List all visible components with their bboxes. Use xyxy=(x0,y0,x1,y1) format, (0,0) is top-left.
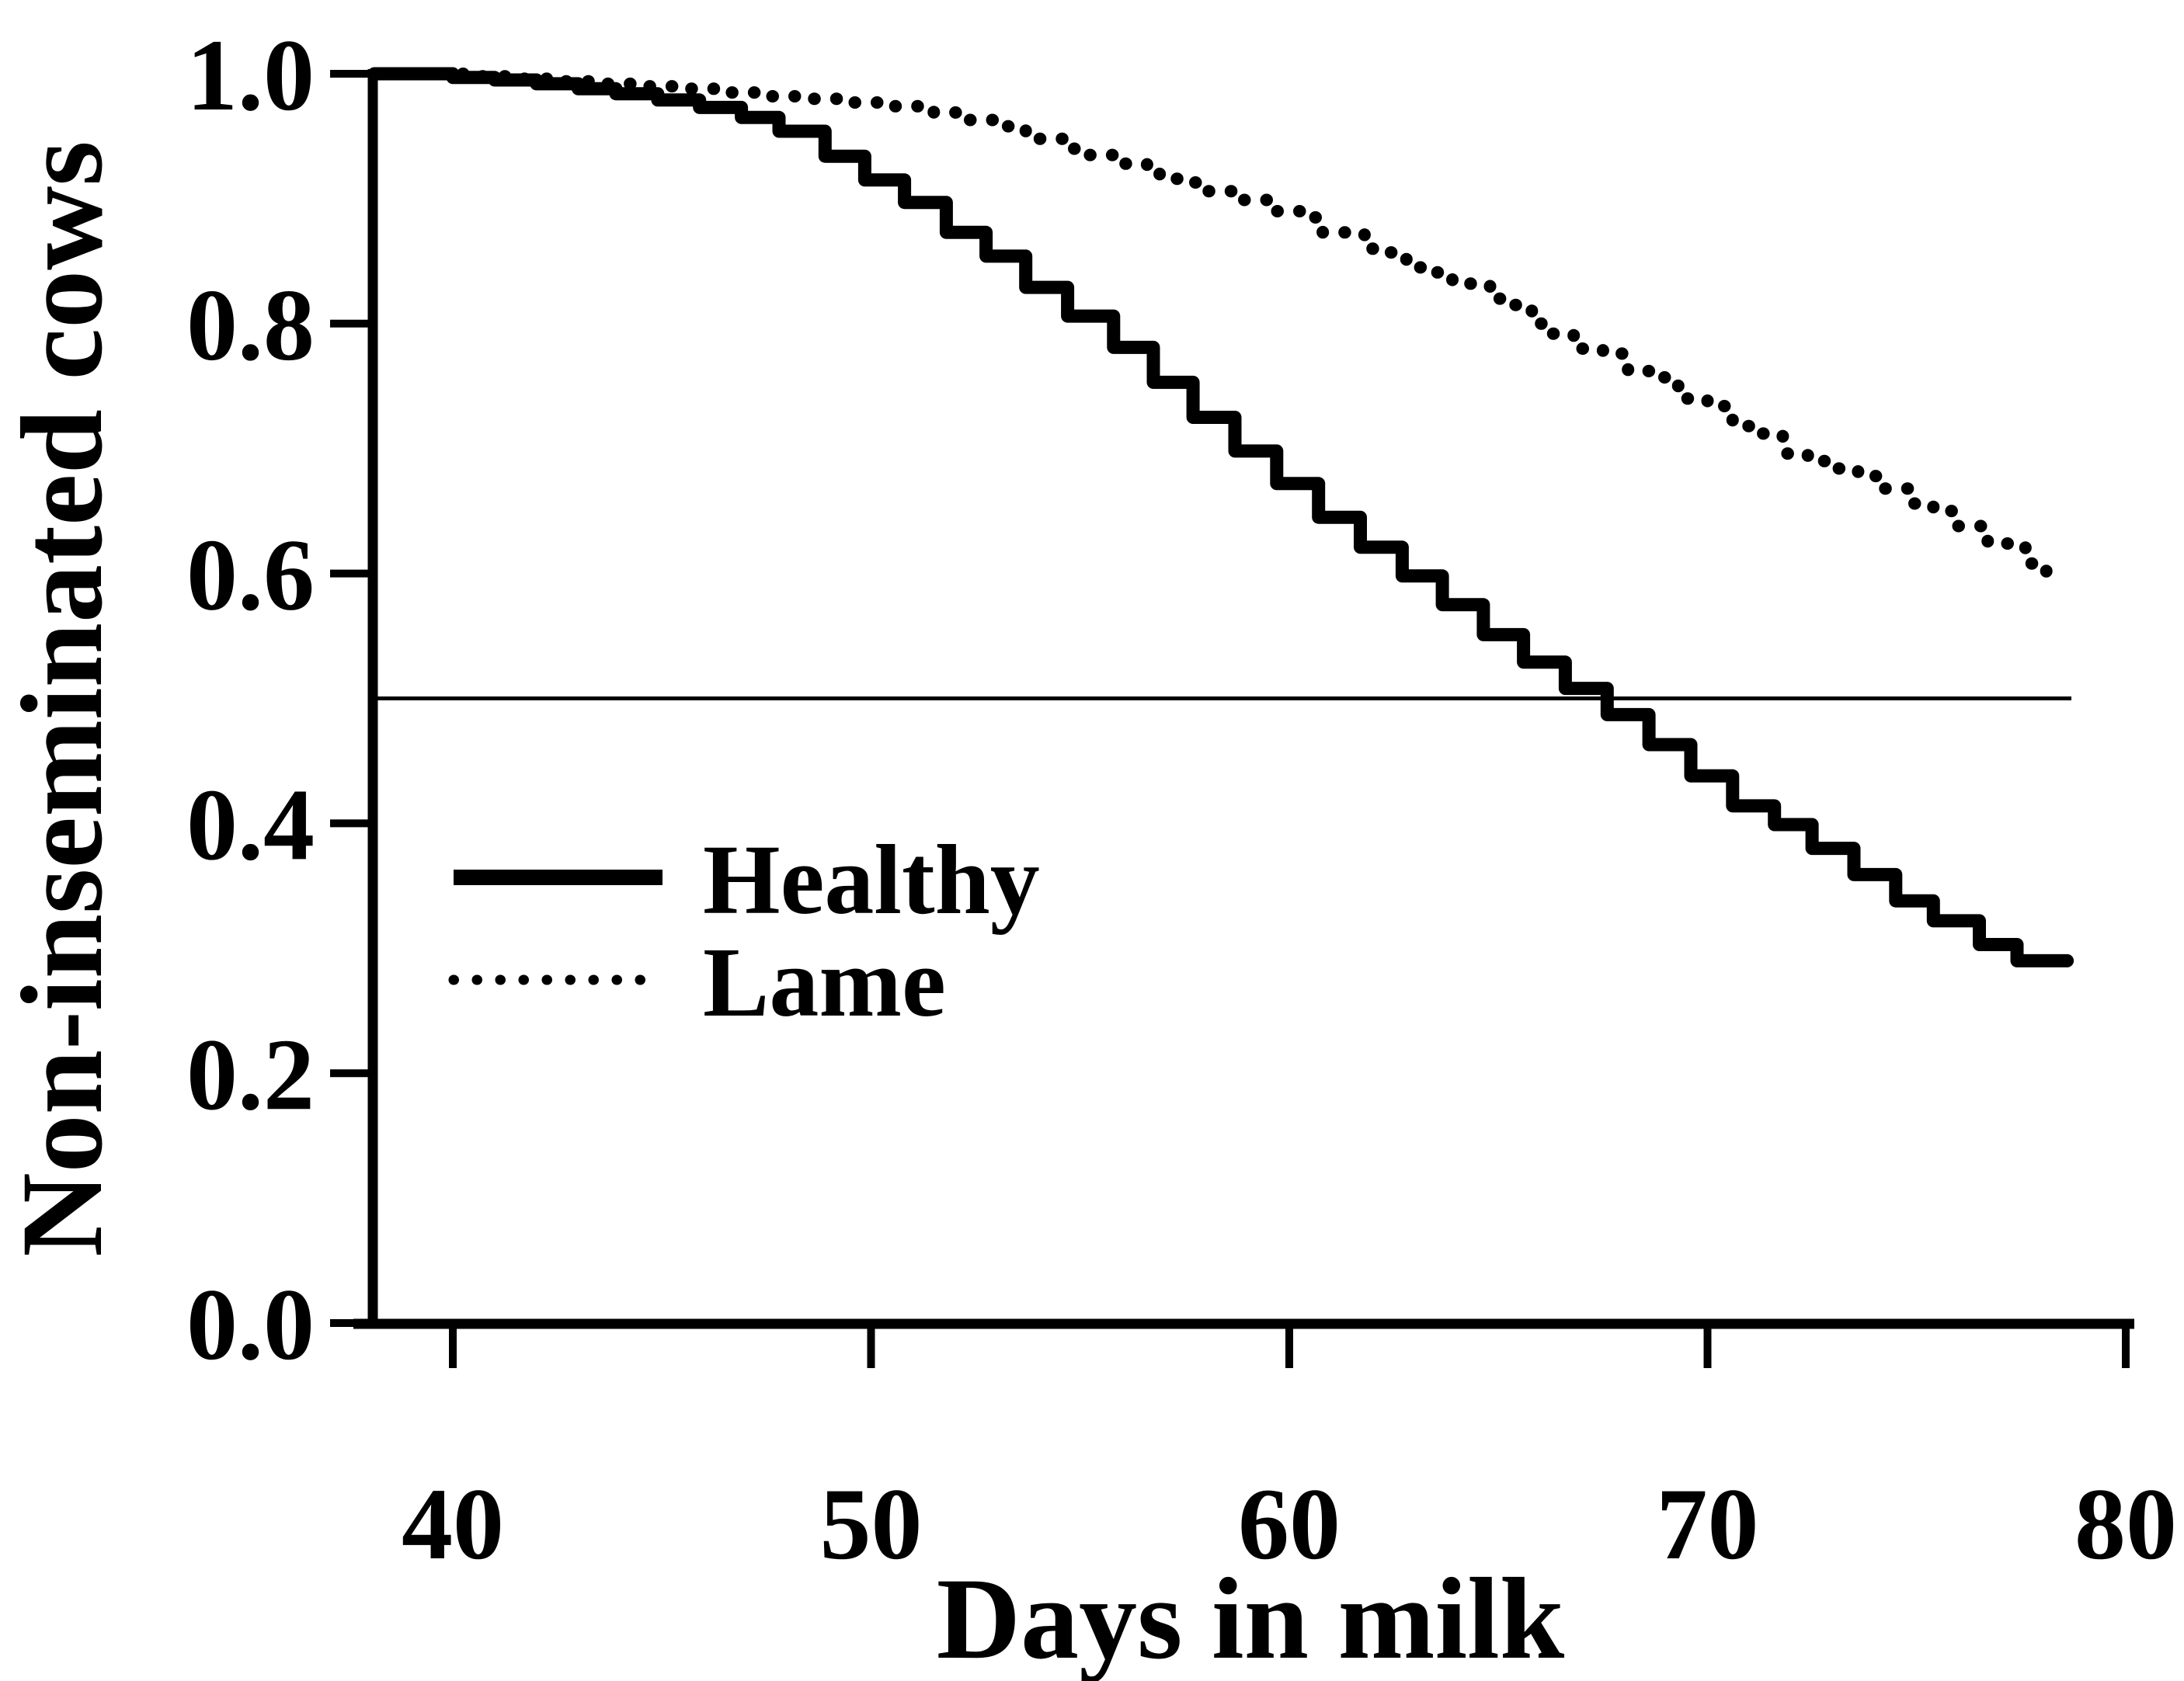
y-tick-label: 0.0 xyxy=(186,1267,315,1381)
legend-healthy-label: Healthy xyxy=(703,825,1040,935)
x-tick-label: 40 xyxy=(402,1467,504,1581)
legend-lame-label: Lame xyxy=(703,927,946,1037)
y-axis-ticks xyxy=(330,70,373,1327)
y-tick-label: 0.8 xyxy=(186,268,315,382)
y-axis-title: Non-inseminated cows xyxy=(0,141,127,1257)
healthy-curve xyxy=(367,67,2074,967)
legend: Healthy Lame xyxy=(448,825,1040,1037)
x-axis-title: Days in milk xyxy=(937,1554,1565,1681)
y-axis-tick-labels: 1.0 0.8 0.6 0.4 0.2 0.0 xyxy=(186,18,315,1381)
x-tick-label: 80 xyxy=(2074,1467,2177,1581)
x-axis-tick-labels: 40 50 60 70 80 xyxy=(402,1467,2177,1581)
x-tick-label: 50 xyxy=(820,1467,923,1581)
y-tick-label: 0.2 xyxy=(186,1017,315,1131)
y-tick-label: 0.6 xyxy=(186,518,315,632)
x-tick-label: 60 xyxy=(1238,1467,1341,1581)
x-tick-label: 70 xyxy=(1657,1467,1759,1581)
lame-curve xyxy=(368,68,2065,578)
x-axis-ticks xyxy=(449,1324,2130,1368)
y-tick-label: 0.4 xyxy=(186,767,315,881)
y-tick-label: 1.0 xyxy=(186,18,315,132)
